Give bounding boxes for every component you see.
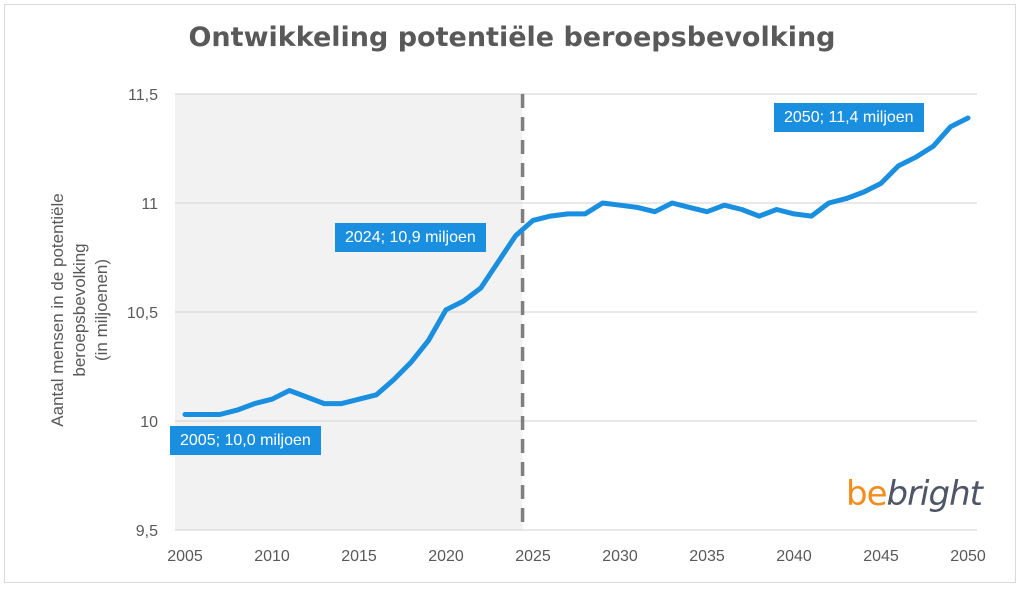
chart-title: Ontwikkeling potentiële beroepsbevolking xyxy=(188,22,836,53)
logo-part-be: be xyxy=(846,474,887,514)
x-tick-label: 2020 xyxy=(428,548,464,565)
y-tick-label: 10 xyxy=(140,414,158,431)
y-axis-label-line-3: (in miljoenen) xyxy=(92,258,111,362)
logo-part-bright: bright xyxy=(886,474,983,514)
y-axis-label-line-1: Aantal mensen in de potentiële xyxy=(48,193,67,427)
bebright-logo: bebright xyxy=(846,474,983,514)
x-tick-label: 2010 xyxy=(254,548,290,565)
x-tick-label: 2050 xyxy=(950,548,986,565)
x-tick-label: 2030 xyxy=(602,548,638,565)
y-tick-label: 11 xyxy=(141,196,158,213)
data-label-2005: 2005; 10,0 miljoen xyxy=(170,426,321,455)
y-tick-label: 9,5 xyxy=(136,523,158,540)
y-tick-label: 10,5 xyxy=(127,305,158,322)
y-axis-label-line-2: beroepsbevolking xyxy=(70,243,89,377)
data-label-2024: 2024; 10,9 miljoen xyxy=(335,223,486,252)
series-line xyxy=(182,115,971,417)
x-tick-label: 2015 xyxy=(341,548,377,565)
x-tick-label: 2045 xyxy=(863,548,899,565)
data-label-2050: 2050; 11,4 miljoen xyxy=(774,103,924,132)
x-tick-label: 2035 xyxy=(689,548,725,565)
x-tick-label: 2040 xyxy=(776,548,812,565)
x-tick-label: 2005 xyxy=(167,548,203,565)
y-tick-label: 11,5 xyxy=(128,87,158,104)
x-tick-label: 2025 xyxy=(515,548,551,565)
